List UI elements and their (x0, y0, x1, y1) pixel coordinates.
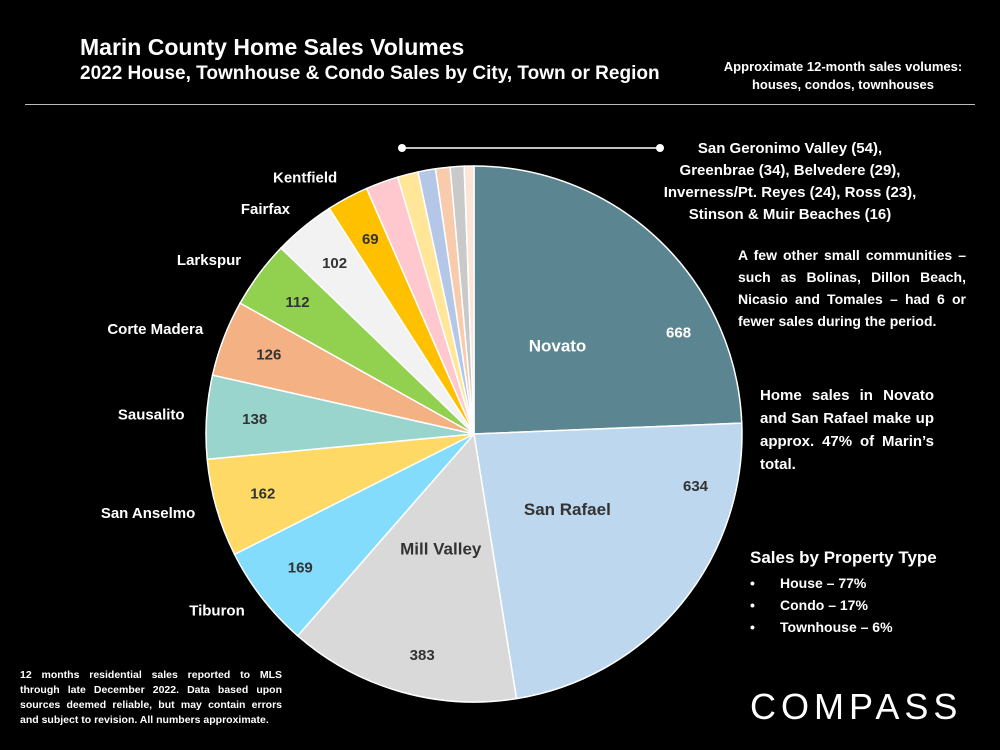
slice-label-san-rafael: San Rafael (524, 500, 611, 519)
property-type-item: • Condo – 17% (750, 594, 990, 616)
property-type-item: • House – 77% (750, 572, 990, 594)
property-type-text: Condo – 17% (780, 597, 868, 613)
pie-slice-mill-valley (296, 432, 518, 703)
slice-label-kentfield: Kentfield (273, 169, 337, 186)
slice-label-tiburon: Tiburon (189, 603, 245, 620)
slice-value-kentfield: 69 (362, 231, 379, 248)
property-type-title: Sales by Property Type (750, 548, 937, 567)
chart-title: Marin County Home Sales Volumes (80, 34, 465, 60)
slice-label-fairfax: Fairfax (241, 201, 291, 218)
pie-slices (205, 165, 743, 703)
property-type-text: House – 77% (780, 575, 867, 591)
slice-label-novato: Novato (529, 336, 587, 355)
pie-slice-san-rafael (473, 422, 743, 700)
sales-volume-note: Approximate 12-month sales volumes: hous… (723, 59, 963, 92)
data-source-footnote: 12 months residential sales reported to … (20, 669, 282, 726)
slice-value-san-rafael: 634 (683, 478, 709, 495)
bullet: • (750, 575, 755, 591)
other-communities-note: A few other small communities – such as … (738, 247, 966, 329)
slice-label-mill-valley: Mill Valley (400, 539, 482, 558)
pie-labels: Novato 668 San Rafael 634 Mill Valley 383 169 T… (101, 144, 709, 664)
title-divider (25, 104, 975, 105)
slice-label-larkspur: Larkspur (177, 252, 241, 269)
slice-value-san-anselmo: 162 (250, 486, 275, 503)
slice-value-corte-madera: 126 (256, 346, 281, 363)
slice-label-corte-madera: Corte Madera (107, 321, 204, 338)
bullet: • (750, 619, 755, 635)
pie-slice-novato (473, 165, 743, 435)
slice-label-san-anselmo: San Anselmo (101, 505, 195, 522)
slice-value-fairfax: 102 (322, 255, 347, 272)
slice-value-novato: 668 (666, 325, 691, 342)
property-type-list: • House – 77% • Condo – 17% • Townhouse – 6… (750, 572, 990, 638)
slice-label-sausalito: Sausalito (118, 407, 185, 424)
leader-dot-right (656, 144, 664, 152)
slice-value-larkspur: 112 (285, 294, 309, 311)
property-type-panel: Sales by Property Type • House – 77% • Con… (750, 548, 990, 638)
slice-value-mill-valley: 383 (410, 647, 435, 664)
small-communities-list: San Geronimo Valley (54), Greenbrae (34)… (640, 138, 940, 226)
leader-dot-left (398, 144, 406, 152)
property-type-item: • Townhouse – 6% (750, 616, 990, 638)
small-list-line: Stinson & Muir Beaches (16) (688, 206, 892, 223)
compass-logo: COMPASS (750, 686, 963, 727)
chart-subtitle: 2022 House, Townhouse & Condo Sales by C… (80, 63, 660, 84)
small-list-line: San Geronimo Valley (54), (697, 140, 883, 157)
bullet: • (750, 597, 755, 613)
pie-slice-stinson-muir-beaches (463, 165, 475, 435)
property-type-text: Townhouse – 6% (780, 619, 893, 635)
small-list-line: Greenbrae (34), Belvedere (29), (679, 162, 901, 179)
slice-value-sausalito: 138 (242, 411, 267, 428)
small-list-line: Inverness/Pt. Reyes (24), Ross (23), (663, 184, 917, 201)
slice-value-tiburon: 169 (288, 560, 313, 577)
novato-san-rafael-note: Home sales in Novato and San Rafael make… (760, 387, 934, 473)
